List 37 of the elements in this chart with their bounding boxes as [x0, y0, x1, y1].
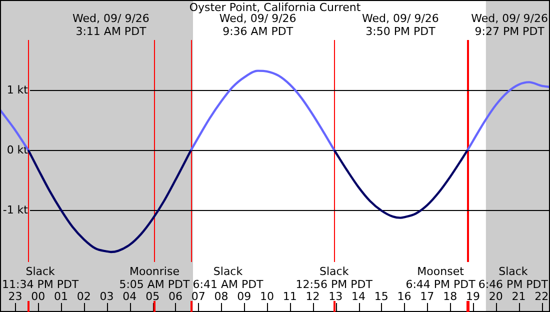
x-tick-label: 01 [54, 290, 68, 303]
x-tick-label: 23 [8, 290, 22, 303]
annotation: Wed, 09/ 9/26 9:36 AM PDT [219, 12, 296, 38]
y-tick-label: 1 kt [6, 83, 29, 96]
x-tick-label: 16 [397, 290, 412, 303]
x-tick-label: 12 [306, 290, 320, 303]
x-tick-label: 10 [260, 290, 274, 303]
ref-line-label: Moonset 6:44 PM PDT [406, 264, 476, 291]
x-tick-label: 09 [237, 290, 252, 303]
ref-line-label: Slack 11:34 PM PDT [2, 264, 79, 291]
ref-line-label: Moonrise 5:05 AM PDT [119, 264, 190, 291]
x-tick-label: 03 [100, 290, 114, 303]
x-tick-label: 11 [282, 290, 297, 303]
x-tick-label: 21 [512, 290, 526, 303]
x-tick-label: 15 [374, 290, 388, 303]
x-tick-label: 07 [191, 290, 206, 303]
ref-line-label: Slack 6:41 AM PDT [192, 264, 264, 291]
x-tick-label: 00 [31, 290, 46, 303]
annotation: Wed, 09/ 9/26 9:27 PM PDT [471, 12, 548, 38]
annotation: Wed, 09/ 9/26 3:11 AM PDT [72, 12, 150, 38]
ref-line-label: Slack 12:56 PM PDT [296, 264, 373, 291]
x-tick-label: 19 [466, 290, 480, 303]
ref-line-label: Slack 6:46 PM PDT [478, 264, 548, 291]
x-tick-label: 04 [122, 290, 137, 303]
x-tick-label: 20 [488, 290, 503, 303]
x-tick-label: 18 [443, 290, 458, 303]
annotation: Wed, 09/ 9/26 3:50 PM PDT [362, 12, 439, 38]
x-tick-label: 08 [214, 290, 228, 303]
x-tick-label: 06 [168, 290, 182, 303]
y-tick-label: -1 kt [2, 203, 29, 216]
x-tick-label: 17 [420, 290, 434, 303]
x-tick-label: 02 [76, 290, 91, 303]
chart-title: Oyster Point, California Current [189, 0, 362, 14]
x-tick-label: 13 [328, 290, 343, 303]
x-tick-label: 22 [534, 290, 549, 303]
x-tick-label: 14 [352, 290, 366, 303]
x-tick-label: 05 [146, 290, 160, 303]
